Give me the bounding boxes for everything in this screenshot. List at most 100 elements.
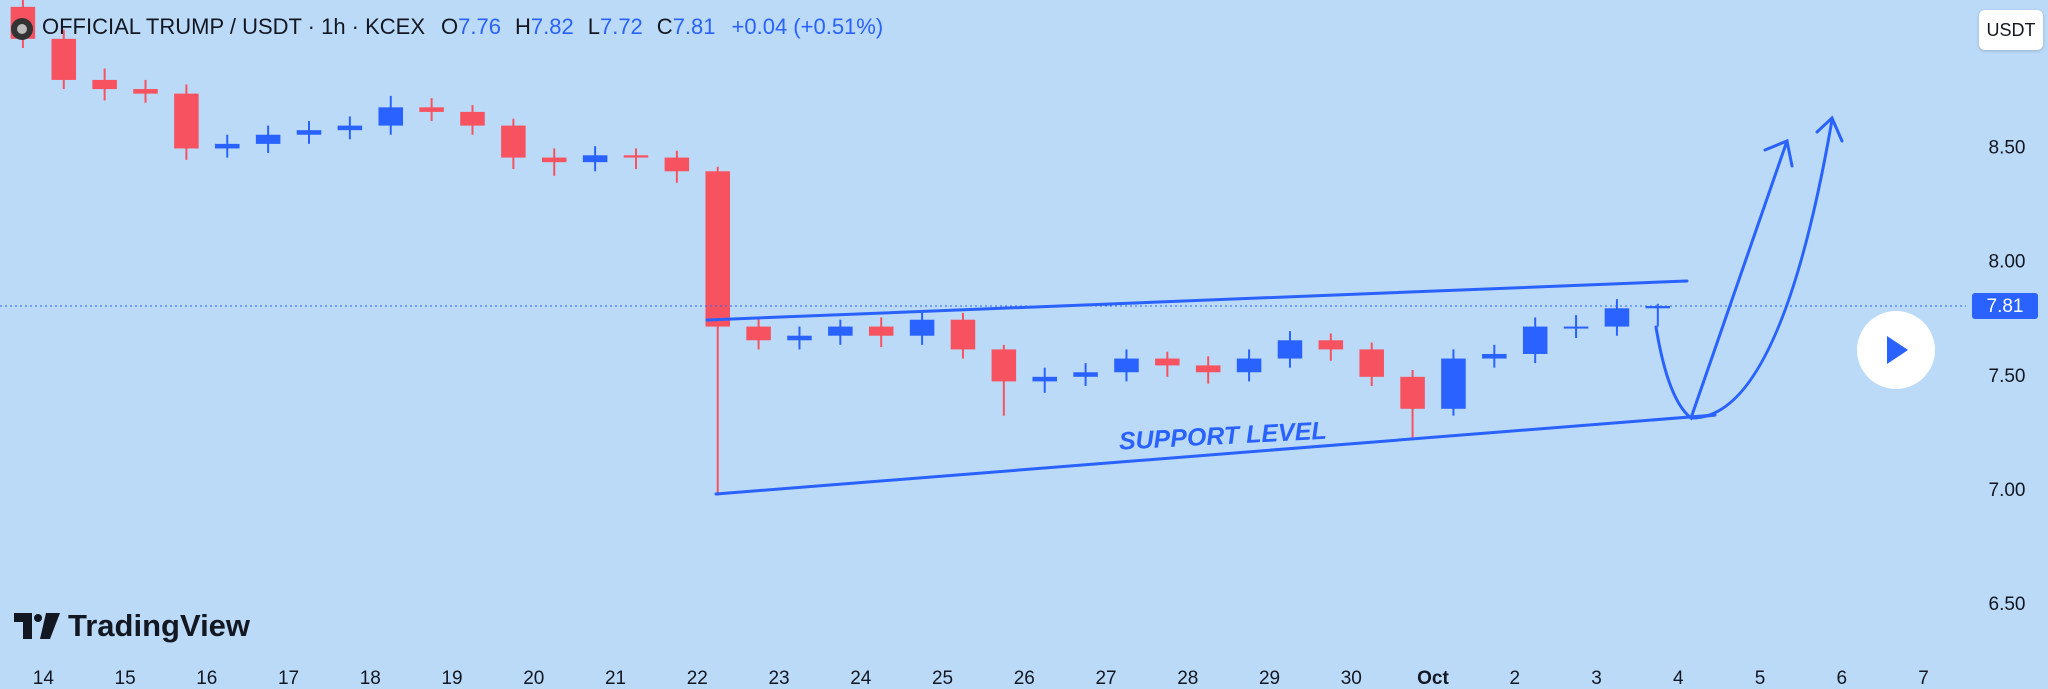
x-tick-label: 26 [1014, 668, 1035, 689]
candle-body [296, 130, 322, 135]
candle-body [1563, 326, 1589, 329]
x-tick-label: 3 [1591, 668, 1602, 689]
x-tick-label: 23 [768, 668, 789, 689]
candle-body [991, 349, 1017, 382]
x-tick-label: 30 [1341, 668, 1362, 689]
arrow-head [1815, 115, 1844, 143]
ohlc-label: H [515, 14, 531, 39]
candle-body [419, 107, 444, 112]
candle-body [705, 171, 730, 327]
symbol-icon-inner [17, 24, 27, 34]
x-tick-label: Oct [1417, 668, 1449, 689]
brand-logo: TradingView [14, 608, 250, 644]
ohlc-label: C [656, 14, 673, 39]
candle-body [1155, 358, 1180, 366]
candle-body [255, 134, 281, 144]
x-tick-label: 29 [1259, 668, 1280, 689]
resistance-line [705, 279, 1689, 322]
x-tick-label: 21 [605, 668, 626, 689]
support-line [714, 413, 1717, 496]
candle-body [133, 89, 158, 94]
ohlc-value: 7.81 [672, 14, 716, 39]
play-button[interactable] [1857, 311, 1935, 389]
ohlc-label: O [441, 14, 459, 39]
x-tick-label: 7 [1918, 668, 1929, 689]
projection-curve-2 [1689, 118, 1834, 420]
candle-body [664, 157, 690, 172]
candle-body [623, 155, 649, 158]
support-line-extension [1689, 413, 1717, 420]
x-tick-label: 17 [278, 668, 299, 689]
y-tick-label: 7.00 [1989, 480, 2026, 501]
x-tick-label: 19 [441, 668, 462, 689]
x-tick-label: 24 [850, 668, 872, 689]
candle-body [828, 326, 853, 336]
play-icon[interactable] [1887, 336, 1908, 364]
x-tick-label: 14 [33, 668, 55, 689]
candle-body [1277, 340, 1303, 359]
candle-body [1032, 376, 1057, 382]
candle-body [1441, 358, 1466, 409]
candle-body [1522, 326, 1548, 354]
candle-body [746, 326, 771, 341]
candle-body [1645, 306, 1671, 309]
candle-body [868, 326, 894, 336]
candle-body [501, 125, 526, 158]
last-price-box [1972, 293, 2038, 320]
candle-body [51, 38, 77, 80]
candle-body [541, 157, 567, 163]
candle-body [582, 155, 608, 163]
x-tick-label: 27 [1095, 668, 1116, 689]
candle-body [378, 107, 404, 126]
annotation: SUPPORT LEVEL [1118, 417, 1327, 456]
brand-name: TradingView [68, 608, 251, 643]
x-tick-label: 18 [360, 668, 381, 689]
arrow-head [1763, 138, 1794, 168]
candle-body [337, 125, 363, 131]
candle-body [174, 93, 199, 149]
drawings [705, 115, 1844, 496]
ohlc-label: L [587, 14, 600, 39]
candle-body [214, 143, 240, 149]
brand-icon [14, 613, 60, 639]
candle-body [92, 79, 117, 90]
candle-body [1114, 358, 1139, 373]
candle-body [909, 319, 935, 336]
x-tick-label: 4 [1673, 668, 1684, 689]
candle-body [1604, 308, 1630, 327]
last-price-label: 7.81 [1987, 296, 2024, 317]
candle-body [950, 319, 976, 350]
y-tick-label: 8.00 [1989, 252, 2026, 273]
x-tick-label: 25 [932, 668, 953, 689]
x-tick-label: 28 [1177, 668, 1198, 689]
x-tick-label: 16 [196, 668, 217, 689]
x-tick-label: 15 [115, 668, 136, 689]
projection-curve [1654, 139, 1789, 421]
y-tick-label: 6.50 [1989, 594, 2026, 615]
candle-body [1236, 358, 1262, 373]
price-change: +0.04 (+0.51%) [731, 14, 884, 39]
x-tick-label: 5 [1755, 668, 1766, 689]
x-tick-label: 2 [1509, 668, 1520, 689]
x-tick-label: 6 [1836, 668, 1847, 689]
currency-button[interactable]: USDT [1979, 10, 2043, 50]
symbol-icon [11, 18, 33, 40]
header: OFFICIAL TRUMP / USDT · 1h · KCEX O 7.76 H… [42, 14, 883, 40]
candle-body [1482, 353, 1507, 359]
ohlc-value: 7.82 [530, 14, 574, 39]
candle-body [1400, 376, 1425, 409]
candle-body [1195, 365, 1221, 373]
candle-body [787, 335, 812, 341]
ohlc-value: 7.76 [458, 14, 501, 39]
candle-body [1073, 372, 1098, 377]
ohlc-value: 7.72 [599, 14, 643, 39]
y-tick-label: 7.50 [1989, 366, 2026, 387]
candle-body [1359, 349, 1384, 377]
candle-body [1318, 340, 1344, 350]
x-tick-label: 22 [687, 668, 708, 689]
symbol-title: OFFICIAL TRUMP / USDT · 1h · KCEX [42, 14, 426, 39]
x-tick-label: 20 [523, 668, 544, 689]
y-tick-label: 8.50 [1989, 137, 2026, 158]
